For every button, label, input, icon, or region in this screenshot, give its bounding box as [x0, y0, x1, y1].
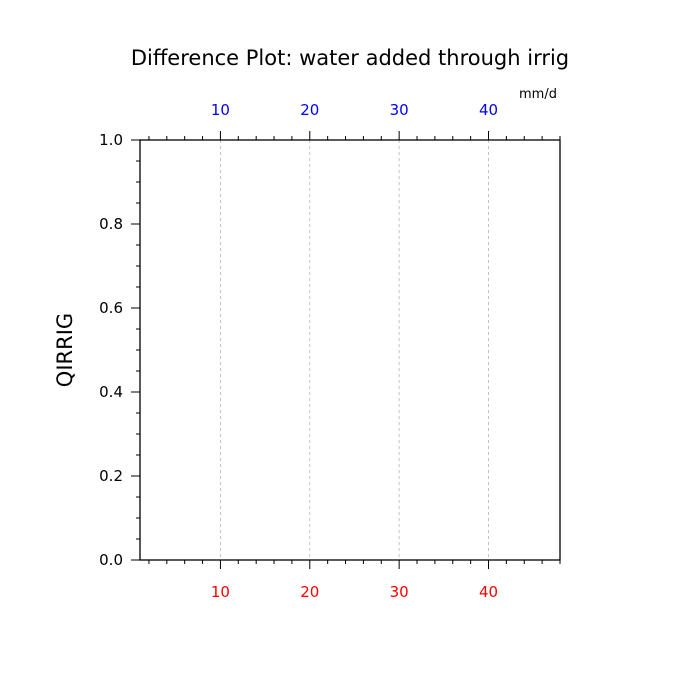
- x-tick-label-top: 20: [300, 101, 319, 119]
- y-tick-label: 0.4: [99, 383, 123, 401]
- x-tick-label-bottom: 10: [211, 583, 230, 601]
- y-axis-label: QIRRIG: [53, 313, 77, 387]
- tick-labels: 10 20 30 40 10 20 30 40 0.0 0.2 0.4 0.6 0.8 1.0: [99, 101, 498, 601]
- x-tick-label-bottom: 20: [300, 583, 319, 601]
- plot-frame: [139, 139, 561, 561]
- gridlines: [220, 140, 489, 560]
- y-tick-label: 0.8: [99, 215, 123, 233]
- y-tick-label: 1.0: [99, 131, 123, 149]
- x-tick-label-bottom: 30: [390, 583, 409, 601]
- x-tick-label-bottom: 40: [479, 583, 498, 601]
- y-tick-label: 0.6: [99, 299, 123, 317]
- units-label: mm/d: [519, 87, 557, 102]
- x-tick-label-top: 10: [211, 101, 230, 119]
- chart-title: Difference Plot: water added through irr…: [131, 46, 569, 70]
- tick-marks: [131, 131, 561, 569]
- y-tick-label: 0.0: [99, 551, 123, 569]
- y-tick-label: 0.2: [99, 467, 123, 485]
- x-tick-label-top: 30: [390, 101, 409, 119]
- x-tick-label-top: 40: [479, 101, 498, 119]
